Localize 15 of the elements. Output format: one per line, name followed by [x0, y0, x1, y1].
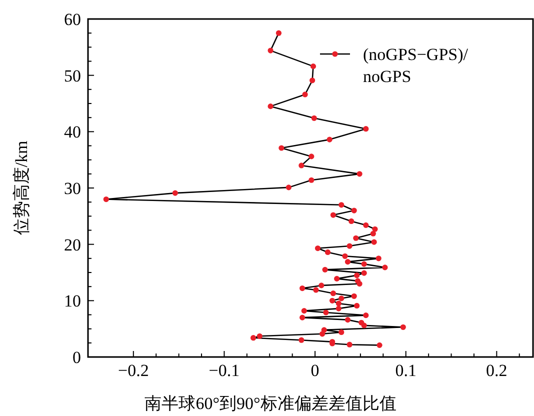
- y-tick-label: 20: [64, 235, 81, 254]
- x-tick-label: −0.1: [208, 361, 240, 380]
- x-tick-label: 0.2: [486, 361, 508, 380]
- y-axis-title: 位势高度/km: [12, 140, 31, 236]
- y-tick-label: 40: [64, 122, 81, 142]
- x-tick-label: −0.2: [118, 361, 149, 380]
- y-tick-label: 0: [72, 348, 81, 367]
- y-tick-label: 50: [64, 66, 81, 86]
- x-tick-label: 0.1: [395, 361, 416, 380]
- y-tick-label: 10: [64, 292, 81, 311]
- x-tick-label: 0: [310, 361, 320, 380]
- x-axis-title: 南半球60°到90°标准偏差差值比值: [144, 394, 396, 413]
- legend-label: (noGPS−GPS)/ noGPS: [363, 45, 468, 86]
- y-tick-label: 30: [64, 179, 81, 198]
- y-tick-label: 60: [64, 10, 81, 29]
